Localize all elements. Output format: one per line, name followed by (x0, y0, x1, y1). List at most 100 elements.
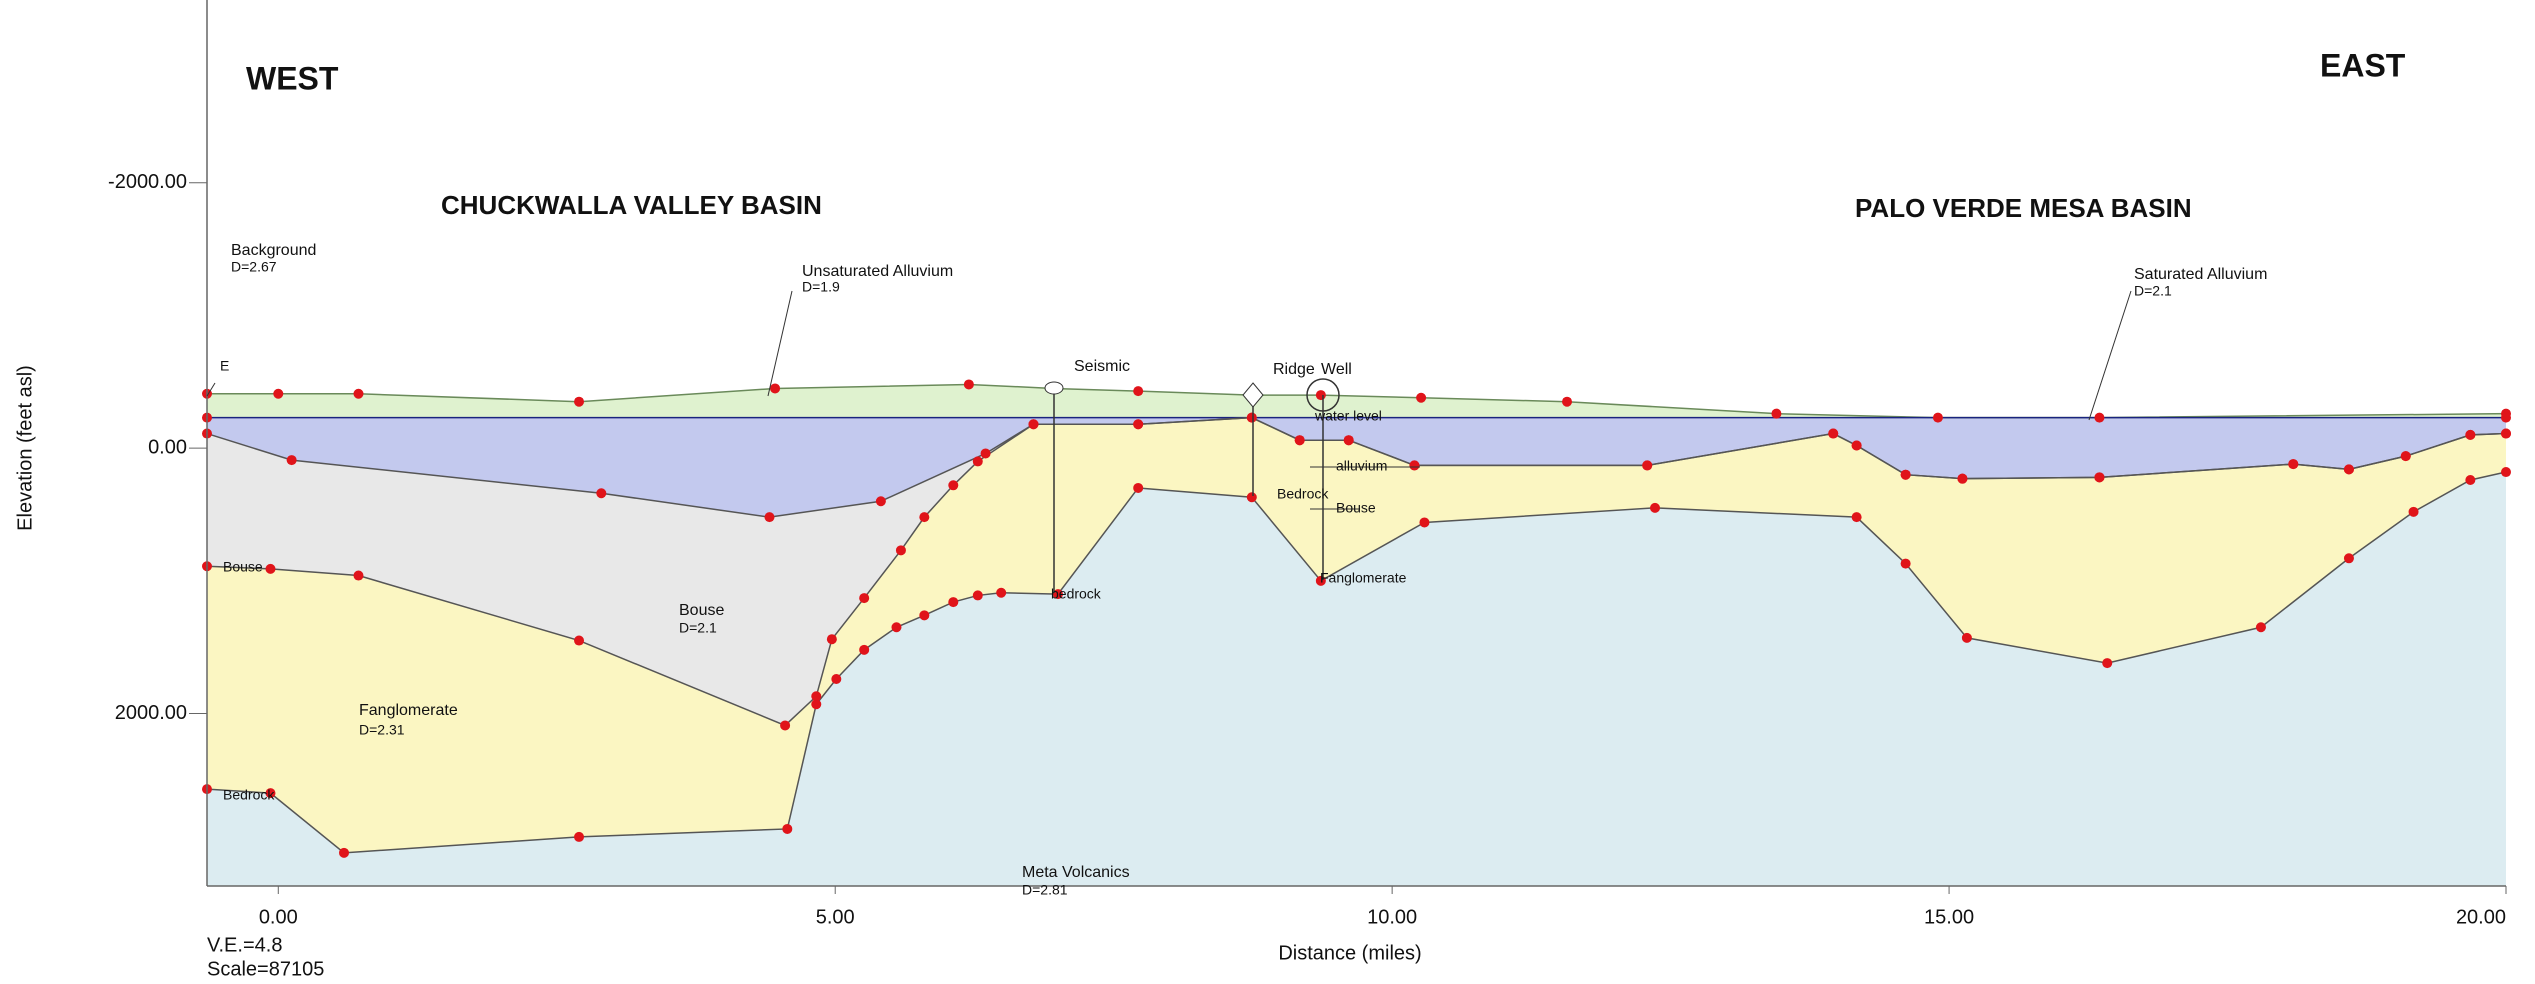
control-point (764, 512, 774, 522)
control-point (2094, 472, 2104, 482)
control-point (353, 389, 363, 399)
control-point (574, 832, 584, 842)
control-point (2256, 622, 2266, 632)
control-point (891, 622, 901, 632)
control-point (339, 848, 349, 858)
label: alluvium (1336, 458, 1387, 474)
chart: 0.00 5.00 10.00 15.00 20.00 -2000.00 0.00 2000.… (0, 0, 2535, 984)
control-point (1962, 633, 1972, 643)
x-tick-label: 15.00 (1924, 906, 1974, 928)
control-point (1650, 503, 1660, 513)
x-tick-label: 5.00 (816, 906, 855, 928)
control-point (973, 590, 983, 600)
control-point (1771, 409, 1781, 419)
control-point (2094, 413, 2104, 423)
x-tick-label: 0.00 (259, 906, 298, 928)
label: D=2.31 (359, 722, 405, 738)
control-point (1901, 470, 1911, 480)
label: V.E.=4.8 (207, 934, 282, 956)
label: CHUCKWALLA VALLEY BASIN (441, 190, 822, 220)
control-point (2401, 451, 2411, 461)
leader-line (768, 291, 792, 396)
control-point (876, 496, 886, 506)
control-point (1957, 474, 1967, 484)
label: Bouse (679, 602, 724, 619)
label: Ridge (1273, 361, 1315, 378)
label: Bouse (223, 559, 263, 575)
label: E (220, 358, 229, 374)
control-point (827, 634, 837, 644)
label: D=2.1 (679, 620, 717, 636)
control-point (287, 455, 297, 465)
seismic-symbol (1045, 382, 1063, 394)
x-tick-label: 10.00 (1367, 906, 1417, 928)
control-point (919, 610, 929, 620)
control-point (1316, 390, 1326, 400)
label: Bouse (1336, 500, 1376, 516)
control-point (2344, 553, 2354, 563)
control-point (2102, 658, 2112, 668)
control-point (859, 593, 869, 603)
control-point (1828, 429, 1838, 439)
label: Fanglomerate (1320, 570, 1407, 586)
label: Meta Volcanics (1022, 864, 1130, 881)
y-tick-label: 2000.00 (115, 702, 187, 724)
control-point (811, 699, 821, 709)
control-point (1028, 419, 1038, 429)
control-point (1344, 435, 1354, 445)
control-point (948, 597, 958, 607)
x-tick-label: 20.00 (2456, 906, 2506, 928)
control-point (1133, 483, 1143, 493)
control-point (2465, 475, 2475, 485)
control-point (859, 645, 869, 655)
label: Scale=87105 (207, 958, 324, 980)
label: WEST (246, 60, 339, 96)
leader-line (2089, 291, 2131, 420)
control-point (1247, 492, 1257, 502)
label: D=2.81 (1022, 882, 1068, 898)
control-point (2465, 430, 2475, 440)
control-point (2501, 429, 2511, 439)
control-point (896, 545, 906, 555)
control-point (973, 456, 983, 466)
label: EAST (2320, 47, 2406, 83)
control-point (265, 564, 275, 574)
control-point (782, 824, 792, 834)
control-point (1852, 512, 1862, 522)
control-point (2501, 467, 2511, 477)
control-point (1852, 441, 1862, 451)
control-point (1247, 413, 1257, 423)
label: Saturated Alluvium (2134, 266, 2267, 283)
control-point (981, 448, 991, 458)
control-point (2344, 464, 2354, 474)
label: Bedrock (223, 787, 275, 803)
label: Bedrock (1277, 486, 1329, 502)
control-point (780, 720, 790, 730)
label: D=2.1 (2134, 283, 2172, 299)
y-tick-label: 0.00 (148, 436, 187, 458)
label: Fanglomerate (359, 702, 458, 719)
x-axis-label: Distance (miles) (1278, 942, 1421, 964)
y-axis-label: Elevation (feet asl) (14, 365, 36, 531)
control-point (919, 512, 929, 522)
control-point (1901, 559, 1911, 569)
control-point (1409, 460, 1419, 470)
control-point (1133, 419, 1143, 429)
label: Well (1321, 361, 1352, 378)
label: PALO VERDE MESA BASIN (1855, 193, 2192, 223)
control-point (2501, 413, 2511, 423)
control-point (831, 674, 841, 684)
control-point (1133, 386, 1143, 396)
control-point (1295, 435, 1305, 445)
control-point (948, 480, 958, 490)
control-point (574, 397, 584, 407)
label: bedrock (1051, 586, 1102, 602)
control-point (273, 389, 283, 399)
control-point (964, 379, 974, 389)
control-point (596, 488, 606, 498)
control-point (996, 588, 1006, 598)
label: D=2.67 (231, 259, 277, 275)
label: Unsaturated Alluvium (802, 263, 953, 280)
layers (202, 379, 2511, 886)
y-tick-label: -2000.00 (108, 171, 187, 193)
